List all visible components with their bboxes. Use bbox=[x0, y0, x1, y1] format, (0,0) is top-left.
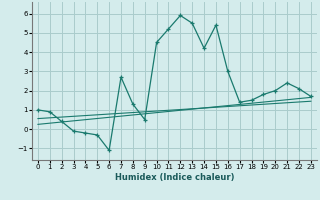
X-axis label: Humidex (Indice chaleur): Humidex (Indice chaleur) bbox=[115, 173, 234, 182]
